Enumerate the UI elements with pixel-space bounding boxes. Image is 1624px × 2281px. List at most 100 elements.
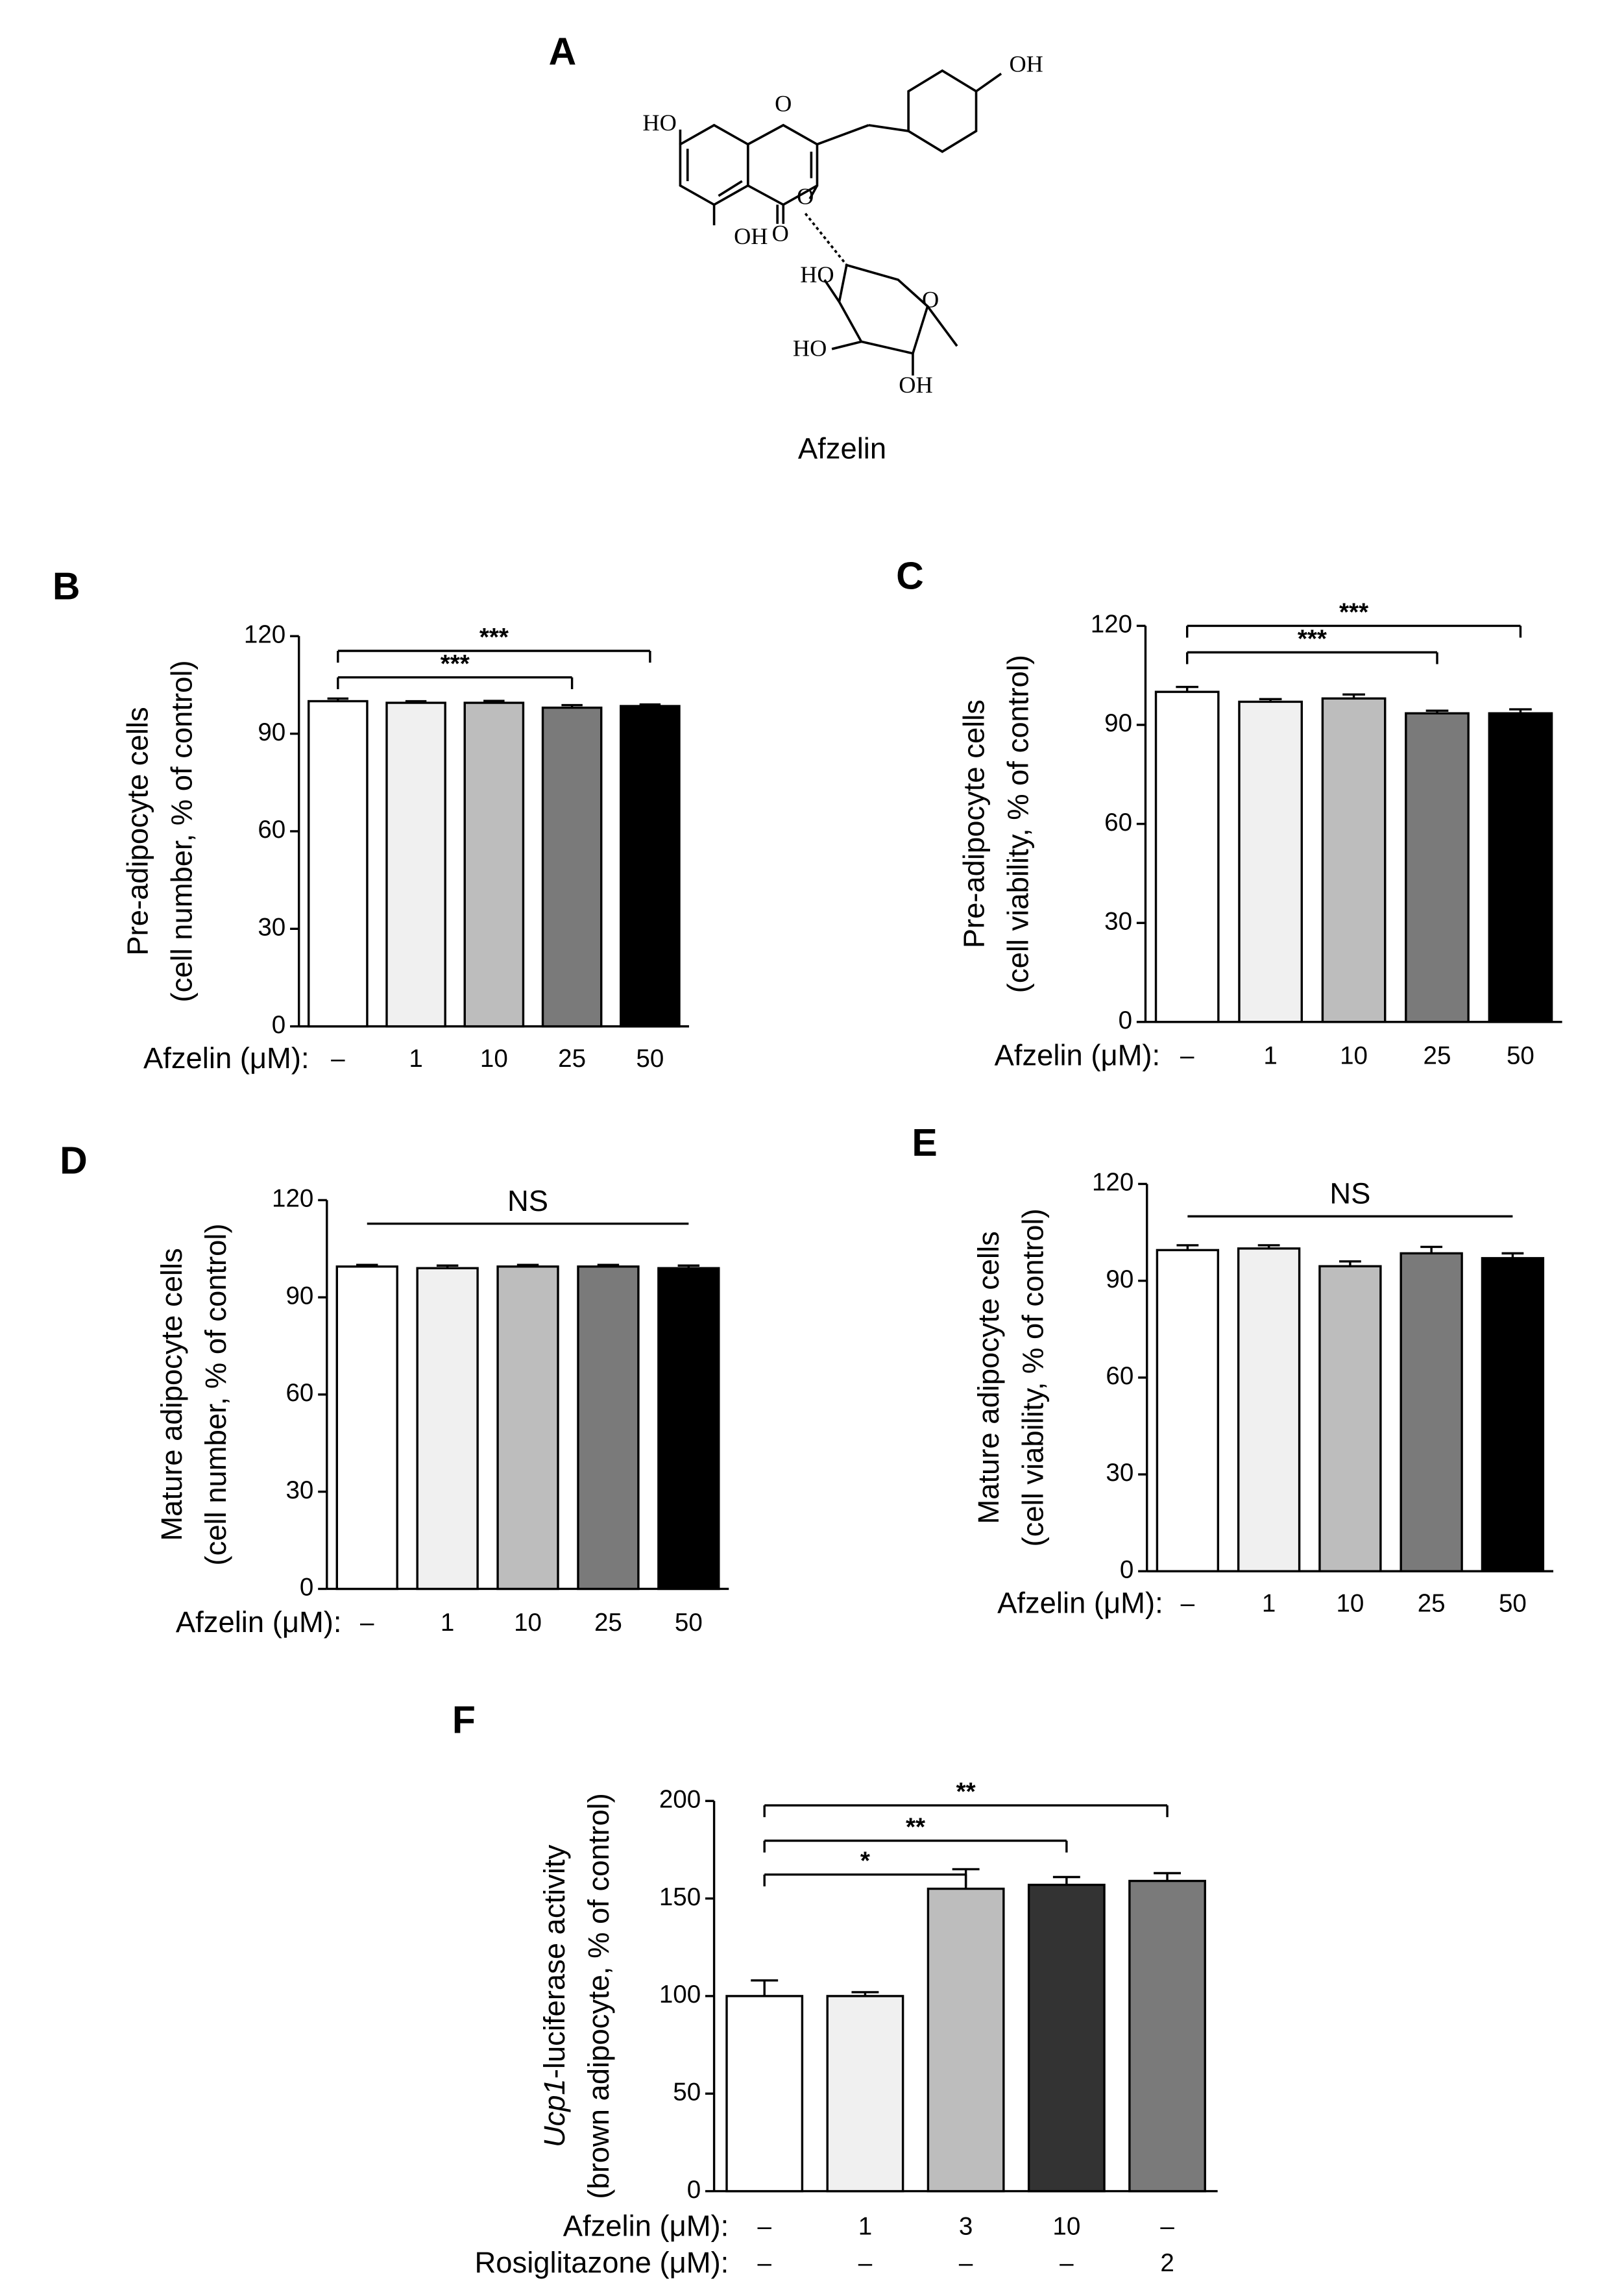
row-label: Rosiglitazone (μM): [475, 2246, 729, 2279]
bar [1321, 697, 1387, 1023]
x-tick-label: 2 [1160, 2249, 1174, 2277]
y-tick-label: 120 [1092, 1169, 1133, 1197]
atom-label: OH [734, 223, 768, 249]
atom-label: HO [793, 335, 827, 361]
x-tick-label: 1 [409, 1045, 422, 1073]
significance-label: ** [906, 1814, 925, 1842]
y-tick-label: 30 [285, 1476, 313, 1504]
bar [1156, 1249, 1220, 1572]
y-axis-label: Ucp1-luciferase activity [538, 1844, 571, 2147]
x-tick-label: 50 [636, 1045, 664, 1073]
y-tick-label: 0 [1120, 1555, 1133, 1583]
atom-label: HO [642, 110, 676, 136]
row-label: Afzelin (μM): [143, 1042, 309, 1075]
y-axis-label: Pre-adipocyte cells [958, 700, 991, 948]
significance-label: NS [1329, 1177, 1370, 1210]
y-tick-label: 120 [244, 620, 285, 648]
x-tick-label: 50 [1499, 1590, 1527, 1618]
atom-label: O [775, 91, 792, 117]
y-tick-label: 0 [272, 1011, 285, 1039]
bar [620, 705, 681, 1028]
bar [541, 706, 603, 1028]
y-tick-label: 120 [1091, 611, 1132, 639]
x-tick-label: 1 [1263, 1042, 1277, 1069]
atom-label: O [922, 287, 939, 313]
bar [385, 701, 446, 1028]
y-tick-label: 50 [673, 2078, 701, 2106]
row-label: Afzelin (μM): [176, 1605, 342, 1639]
bar [1488, 712, 1553, 1023]
atom-label: OH [899, 372, 932, 398]
x-tick-label: 1 [1262, 1590, 1276, 1618]
significance-label: *** [1339, 598, 1368, 626]
y-tick-label: 100 [659, 1981, 701, 2008]
panel-label: F [452, 1699, 476, 1742]
significance-label: *** [479, 624, 509, 652]
y-tick-label: 0 [1119, 1006, 1132, 1034]
x-tick-label: 1 [858, 2212, 872, 2240]
x-tick-label: 25 [1424, 1042, 1451, 1069]
panel-label: B [53, 565, 80, 607]
bar [1237, 1247, 1301, 1572]
x-tick-label: 10 [1336, 1590, 1364, 1618]
y-axis-label: (cell viability, % of control) [1002, 655, 1035, 993]
y-tick-label: 150 [659, 1883, 701, 1911]
y-tick-label: 120 [272, 1185, 313, 1213]
bar [577, 1265, 640, 1591]
y-tick-label: 60 [285, 1379, 313, 1407]
y-axis-label: Mature adipocyte cells [155, 1248, 188, 1541]
x-tick-label: – [360, 1609, 374, 1637]
significance-label: *** [441, 650, 470, 678]
x-tick-label: 25 [594, 1609, 622, 1637]
y-axis-label: (cell number, % of control) [165, 660, 199, 1002]
x-tick-label: – [1160, 2212, 1174, 2240]
y-tick-label: 90 [258, 718, 285, 746]
caption: Afzelin [798, 432, 886, 465]
panel-label: E [912, 1121, 937, 1164]
y-axis-label: (cell number, % of control) [199, 1223, 232, 1565]
bar [1154, 690, 1220, 1023]
panel-label: C [896, 554, 924, 597]
x-tick-label: 3 [959, 2212, 973, 2240]
atom-label: OH [1009, 51, 1043, 77]
x-tick-label: 25 [1418, 1590, 1446, 1618]
y-axis-label-part: -luciferase activity [538, 1844, 571, 2079]
bar [1400, 1252, 1463, 1572]
y-tick-label: 90 [1104, 709, 1132, 737]
x-tick-label: – [331, 1045, 345, 1073]
y-axis-label: Pre-adipocyte cells [121, 707, 154, 955]
y-tick-label: 30 [1106, 1459, 1133, 1487]
y-tick-label: 0 [300, 1574, 313, 1602]
bar [826, 1995, 904, 2193]
y-tick-label: 60 [258, 816, 285, 844]
significance-label: * [860, 1848, 870, 1875]
panel-label: A [549, 30, 577, 73]
bar [1318, 1265, 1382, 1572]
atom-label: HO [800, 262, 834, 287]
significance-label: NS [507, 1184, 548, 1217]
significance-label: ** [956, 1778, 976, 1806]
x-tick-label: 10 [480, 1045, 508, 1073]
bar [416, 1267, 479, 1591]
bar [657, 1267, 720, 1591]
x-tick-label: – [858, 2249, 873, 2277]
y-tick-label: 30 [1104, 907, 1132, 935]
row-label: Afzelin (μM): [995, 1038, 1161, 1071]
x-tick-label: – [757, 2249, 771, 2277]
x-tick-label: 1 [441, 1609, 454, 1637]
significance-label: *** [1298, 625, 1327, 653]
bar [1481, 1257, 1545, 1572]
bar [335, 1265, 398, 1591]
row-label: Afzelin (μM): [997, 1586, 1163, 1619]
x-tick-label: – [757, 2212, 771, 2240]
bar [1405, 712, 1470, 1023]
bar [1128, 1879, 1206, 2193]
x-tick-label: 10 [1052, 2212, 1080, 2240]
y-axis-label: (cell viability, % of control) [1016, 1208, 1049, 1546]
y-tick-label: 200 [659, 1785, 701, 1813]
x-tick-label: – [1181, 1590, 1195, 1618]
y-tick-label: 30 [258, 913, 285, 941]
bar [496, 1265, 559, 1591]
bar [308, 700, 369, 1028]
